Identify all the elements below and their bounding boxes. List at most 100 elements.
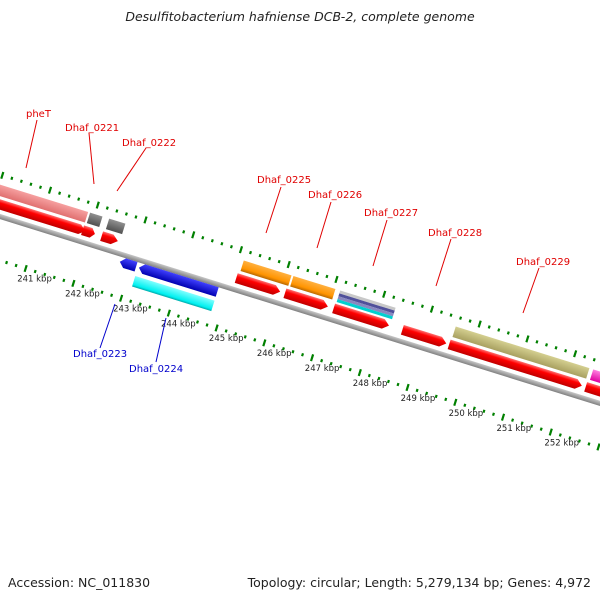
minor-tick bbox=[205, 323, 209, 327]
minor-tick bbox=[315, 271, 319, 276]
minor-tick bbox=[339, 364, 343, 369]
major-tick bbox=[47, 186, 53, 194]
feature-pheT[interactable] bbox=[0, 169, 89, 223]
minor-tick bbox=[558, 433, 562, 437]
minor-tick bbox=[373, 289, 377, 294]
minor-tick bbox=[325, 274, 329, 279]
minor-tick bbox=[539, 427, 543, 431]
major-tick bbox=[0, 171, 5, 180]
label-Dhaf_0222[interactable]: Dhaf_0222 bbox=[122, 138, 176, 149]
minor-tick bbox=[530, 424, 534, 428]
minor-tick bbox=[38, 185, 42, 189]
minor-tick bbox=[58, 191, 62, 195]
cds-forward[interactable] bbox=[400, 325, 448, 348]
minor-tick bbox=[43, 272, 47, 277]
minor-tick bbox=[67, 194, 71, 198]
major-tick bbox=[191, 231, 196, 239]
minor-tick bbox=[268, 256, 272, 261]
minor-tick bbox=[511, 418, 515, 422]
scale-label: 249 kbp bbox=[401, 394, 436, 404]
minor-tick bbox=[249, 250, 253, 255]
major-tick bbox=[573, 350, 578, 358]
feature-Dhaf_0221[interactable] bbox=[86, 212, 103, 228]
leader-line bbox=[522, 267, 540, 314]
label-Dhaf_0224[interactable]: Dhaf_0224 bbox=[129, 364, 183, 375]
genome-summary: Topology: circular; Length: 5,279,134 bp… bbox=[247, 575, 591, 590]
minor-tick bbox=[329, 361, 333, 366]
major-tick bbox=[429, 305, 435, 313]
minor-tick bbox=[10, 176, 14, 181]
scale-label: 252 kbp bbox=[544, 439, 579, 449]
cds-forward[interactable] bbox=[81, 225, 96, 238]
cds-forward[interactable] bbox=[234, 273, 282, 296]
feature-Dhaf_0229[interactable] bbox=[452, 326, 590, 379]
minor-tick bbox=[444, 397, 448, 402]
minor-tick bbox=[411, 301, 415, 305]
scale-labels: 241 kbp 242 kbp 243 kbp 244 kbp 245 kbp 246 k… bbox=[17, 274, 579, 448]
minor-tick bbox=[583, 354, 587, 359]
label-Dhaf_0223[interactable]: Dhaf_0223 bbox=[73, 349, 127, 360]
scale-label: 248 kbp bbox=[353, 379, 388, 389]
minor-tick bbox=[497, 328, 501, 332]
feature-Dhaf_0224[interactable] bbox=[132, 275, 215, 312]
leader-line bbox=[435, 238, 452, 287]
minor-tick bbox=[224, 329, 228, 333]
label-Dhaf_0226[interactable]: Dhaf_0226 bbox=[308, 190, 362, 201]
label-Dhaf_0228[interactable]: Dhaf_0228 bbox=[428, 228, 482, 239]
minor-tick bbox=[392, 295, 396, 300]
scale-label: 245 kbp bbox=[209, 334, 244, 344]
minor-tick bbox=[401, 298, 405, 302]
cds-forward[interactable] bbox=[100, 231, 119, 246]
minor-tick bbox=[592, 357, 596, 362]
minor-tick bbox=[115, 209, 119, 213]
label-Dhaf_0227[interactable]: Dhaf_0227 bbox=[364, 208, 418, 219]
feature-Dhaf_0226[interactable] bbox=[290, 275, 336, 300]
reverse-labels: Dhaf_0223 Dhaf_0224 bbox=[73, 303, 183, 375]
minor-tick bbox=[129, 299, 133, 303]
feature-Dhaf_0225[interactable] bbox=[240, 260, 292, 286]
minor-tick bbox=[377, 376, 381, 381]
minor-tick bbox=[258, 253, 262, 258]
minor-tick bbox=[163, 224, 167, 228]
leader-line bbox=[155, 317, 167, 363]
minor-tick bbox=[354, 283, 358, 288]
minor-tick bbox=[472, 406, 476, 411]
cds-reverse[interactable] bbox=[137, 263, 219, 297]
cds-reverse[interactable] bbox=[118, 257, 138, 272]
cds-forward[interactable] bbox=[332, 303, 390, 331]
feature-Dhaf_0222[interactable] bbox=[105, 218, 126, 235]
minor-tick bbox=[545, 343, 549, 347]
minor-tick bbox=[459, 316, 463, 320]
minor-tick bbox=[386, 379, 390, 384]
scale-label: 250 kbp bbox=[449, 409, 484, 419]
minor-tick bbox=[157, 308, 161, 312]
minor-tick bbox=[176, 314, 180, 318]
minor-tick bbox=[14, 263, 18, 268]
major-tick bbox=[477, 320, 482, 328]
scale-label: 243 kbp bbox=[113, 304, 148, 314]
minor-tick bbox=[487, 325, 491, 329]
label-Dhaf_0221[interactable]: Dhaf_0221 bbox=[65, 123, 119, 134]
cds-forward[interactable] bbox=[447, 339, 584, 391]
minor-tick bbox=[577, 439, 581, 443]
cds-forward[interactable] bbox=[283, 288, 329, 311]
label-Dhaf_0225[interactable]: Dhaf_0225 bbox=[257, 175, 311, 186]
cds-forward[interactable] bbox=[0, 182, 87, 236]
leader-line bbox=[25, 119, 38, 169]
feature-Dhaf_0227[interactable] bbox=[336, 290, 396, 320]
minor-tick bbox=[29, 182, 33, 187]
label-pheT[interactable]: pheT bbox=[26, 109, 52, 120]
minor-tick bbox=[348, 367, 352, 372]
minor-tick bbox=[425, 391, 429, 396]
major-tick bbox=[166, 309, 171, 317]
major-tick bbox=[95, 201, 100, 209]
scale-label: 241 kbp bbox=[17, 274, 52, 284]
minor-tick bbox=[520, 421, 524, 425]
major-tick bbox=[525, 335, 530, 343]
minor-tick bbox=[277, 259, 281, 264]
minor-tick bbox=[33, 269, 37, 274]
minor-tick bbox=[243, 335, 247, 339]
label-Dhaf_0229[interactable]: Dhaf_0229 bbox=[516, 257, 570, 268]
major-tick bbox=[143, 216, 148, 224]
